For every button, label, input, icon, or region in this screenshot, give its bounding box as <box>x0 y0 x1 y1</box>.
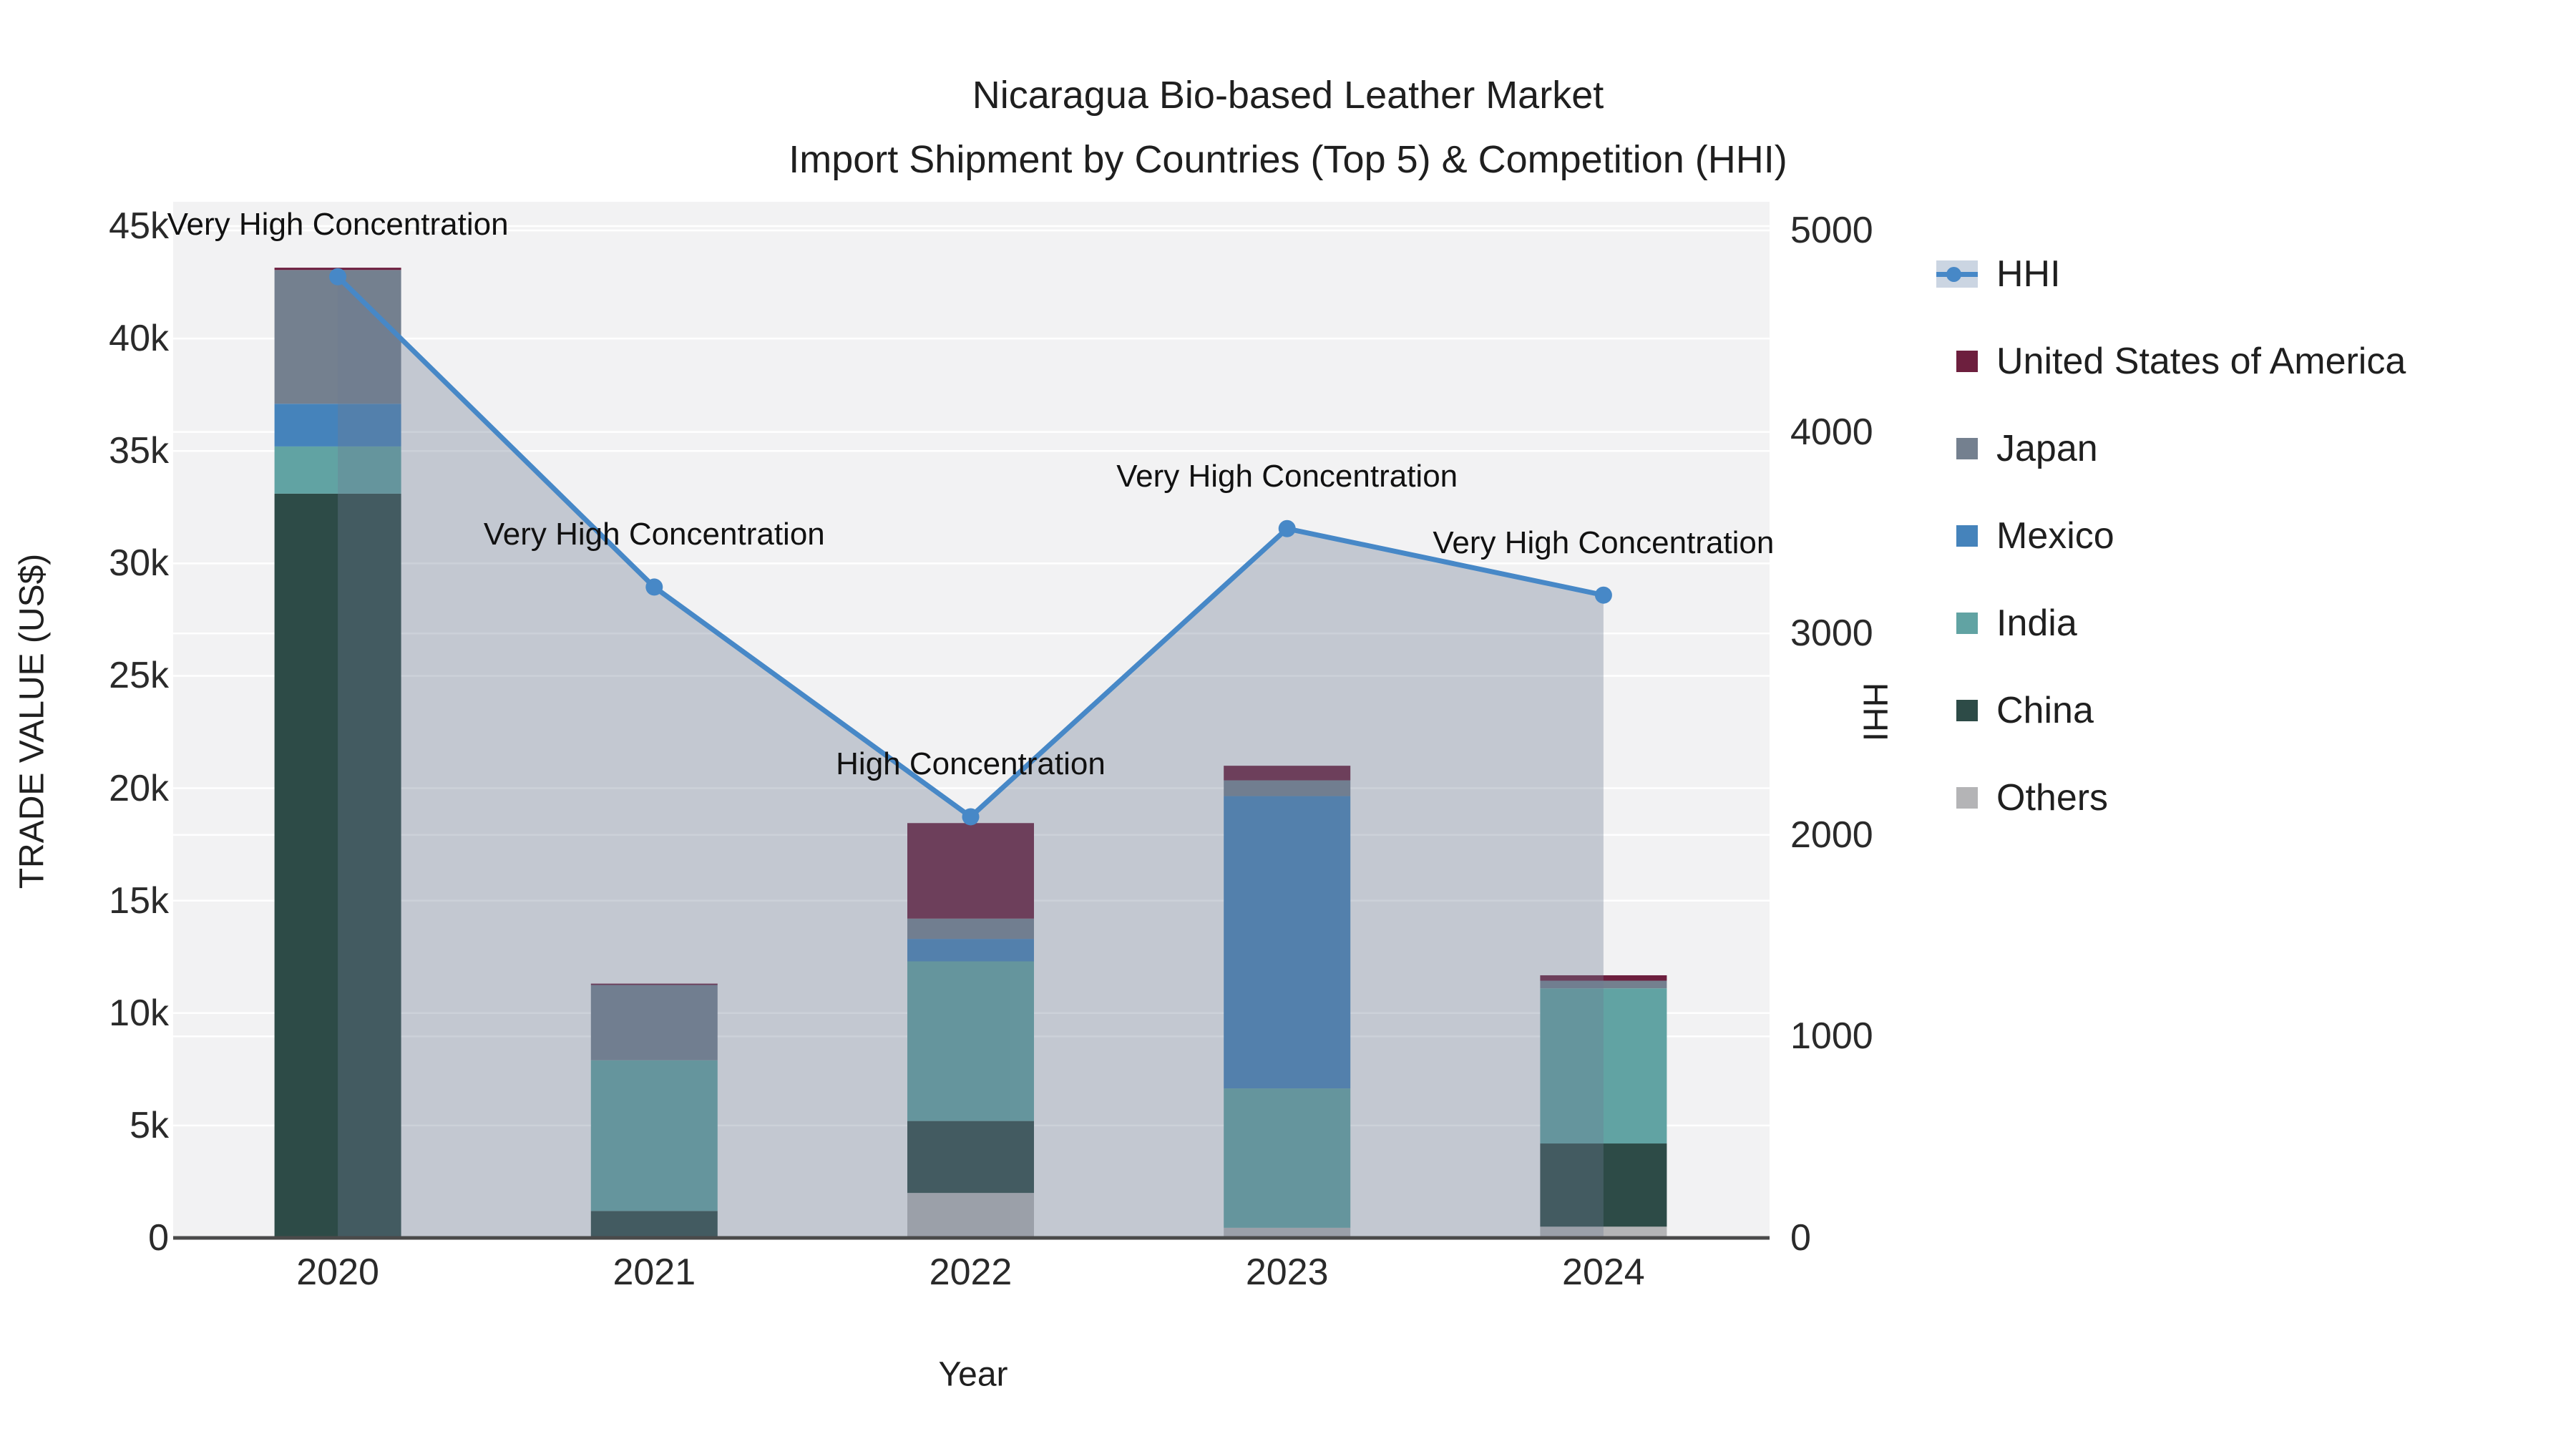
legend-item-india[interactable]: India <box>1936 580 2406 667</box>
legend-label: India <box>1996 602 2077 644</box>
y-left-tick-35k: 35k <box>109 430 169 472</box>
legend-item-united-states-of-america[interactable]: United States of America <box>1936 318 2406 405</box>
bar-segment-others-2024[interactable] <box>1540 1226 1667 1238</box>
y-left-tick-15k: 15k <box>109 879 169 922</box>
legend-swatch-icon <box>1936 613 1978 634</box>
hhi-marker-2022[interactable] <box>962 808 980 826</box>
bar-segment-japan-2022[interactable] <box>907 918 1034 940</box>
bar-segment-japan-2024[interactable] <box>1540 980 1667 989</box>
legend-swatch-icon <box>1936 351 1978 372</box>
y-right-tick-0: 0 <box>1790 1217 1811 1259</box>
bar-segment-china-2024[interactable] <box>1540 1143 1667 1227</box>
legend-swatch-icon <box>1936 700 1978 721</box>
legend-label: United States of America <box>1996 341 2406 382</box>
x-tick-2021: 2021 <box>613 1252 696 1293</box>
y-left-tick-45k: 45k <box>109 205 169 247</box>
bar-segment-india-2022[interactable] <box>907 961 1034 1121</box>
hhi-marker-2021[interactable] <box>645 578 663 596</box>
hhi-marker-2024[interactable] <box>1594 586 1612 604</box>
annotation-2022: High Concentration <box>836 746 1106 782</box>
y-left-tick-25k: 25k <box>109 655 169 697</box>
chart-title-line2: Import Shipment by Countries (Top 5) & C… <box>789 138 1787 181</box>
bar-segment-japan-2023[interactable] <box>1224 780 1351 796</box>
legend-label: Mexico <box>1996 515 2114 557</box>
bar-segment-united-states-of-america-2022[interactable] <box>907 823 1034 919</box>
y-left-tick-30k: 30k <box>109 542 169 585</box>
bar-segment-mexico-2022[interactable] <box>907 939 1034 962</box>
bar-segment-japan-2020[interactable] <box>274 270 401 404</box>
y-left-tick-20k: 20k <box>109 767 169 809</box>
legend-label: Others <box>1996 777 2109 819</box>
legend-swatch-icon <box>1936 438 1978 459</box>
x-tick-2020: 2020 <box>296 1252 379 1293</box>
legend-label: China <box>1996 690 2094 731</box>
y-right-tick-5000: 5000 <box>1790 210 1873 251</box>
legend-line-icon <box>1936 260 1978 288</box>
bar-segment-india-2020[interactable] <box>274 446 401 494</box>
y-left-tick-0: 0 <box>148 1217 169 1259</box>
y-right-tick-2000: 2000 <box>1790 814 1873 856</box>
bar-segment-india-2024[interactable] <box>1540 988 1667 1144</box>
bars-layer <box>274 268 1667 1238</box>
hhi-line-sample-icon <box>1936 260 1978 288</box>
annotation-2024: Very High Concentration <box>1433 525 1775 560</box>
bar-segment-united-states-of-america-2021[interactable] <box>590 983 718 985</box>
annotation-2023: Very High Concentration <box>1116 458 1458 494</box>
bar-segment-mexico-2020[interactable] <box>274 404 401 447</box>
legend-item-china[interactable]: China <box>1936 667 2406 754</box>
bar-segment-china-2021[interactable] <box>590 1211 718 1238</box>
annotation-2020: Very High Concentration <box>167 206 509 242</box>
y-right-tick-3000: 3000 <box>1790 613 1873 655</box>
x-tick-2024: 2024 <box>1562 1252 1645 1293</box>
legend-label: Japan <box>1996 428 2098 469</box>
annotation-2021: Very High Concentration <box>483 517 825 552</box>
bar-segment-japan-2021[interactable] <box>590 985 718 1060</box>
bar-segment-india-2023[interactable] <box>1224 1088 1351 1228</box>
legend: HHI United States of America Japan Mexico In… <box>1936 230 2406 841</box>
legend-item-japan[interactable]: Japan <box>1936 405 2406 492</box>
x-tick-2022: 2022 <box>929 1252 1013 1293</box>
legend-swatch-icon <box>1936 787 1978 809</box>
bar-segment-united-states-of-america-2023[interactable] <box>1224 766 1351 781</box>
bar-segment-china-2020[interactable] <box>274 493 401 1238</box>
y-left-tick-10k: 10k <box>109 992 169 1034</box>
legend-swatch-icon <box>1936 525 1978 547</box>
x-axis-title: Year <box>938 1355 1008 1394</box>
y-left-axis-title: TRADE VALUE (US$) <box>13 553 52 889</box>
legend-item-mexico[interactable]: Mexico <box>1936 492 2406 580</box>
y-right-tick-4000: 4000 <box>1790 411 1873 453</box>
bar-segment-united-states-of-america-2024[interactable] <box>1540 975 1667 981</box>
bar-segment-mexico-2023[interactable] <box>1224 796 1351 1089</box>
bar-segment-china-2022[interactable] <box>907 1121 1034 1194</box>
hhi-marker-2023[interactable] <box>1278 519 1296 537</box>
y-right-axis-title: HHI <box>1855 682 1894 742</box>
bar-segment-others-2022[interactable] <box>907 1193 1034 1238</box>
chart-title: Nicaragua Bio-based Leather Market Impor… <box>0 63 2576 192</box>
bar-segment-others-2023[interactable] <box>1224 1227 1351 1238</box>
hhi-area-fill <box>338 276 1604 1238</box>
chart-title-line1: Nicaragua Bio-based Leather Market <box>972 74 1604 117</box>
hhi-marker-2020[interactable] <box>329 268 347 286</box>
legend-label: HHI <box>1996 253 2061 295</box>
legend-item-hhi[interactable]: HHI <box>1936 230 2406 318</box>
bar-segment-india-2021[interactable] <box>590 1060 718 1211</box>
legend-item-others[interactable]: Others <box>1936 754 2406 841</box>
y-left-tick-5k: 5k <box>130 1104 169 1146</box>
y-right-tick-1000: 1000 <box>1790 1015 1873 1058</box>
x-tick-2023: 2023 <box>1245 1252 1329 1293</box>
y-left-tick-40k: 40k <box>109 318 169 360</box>
